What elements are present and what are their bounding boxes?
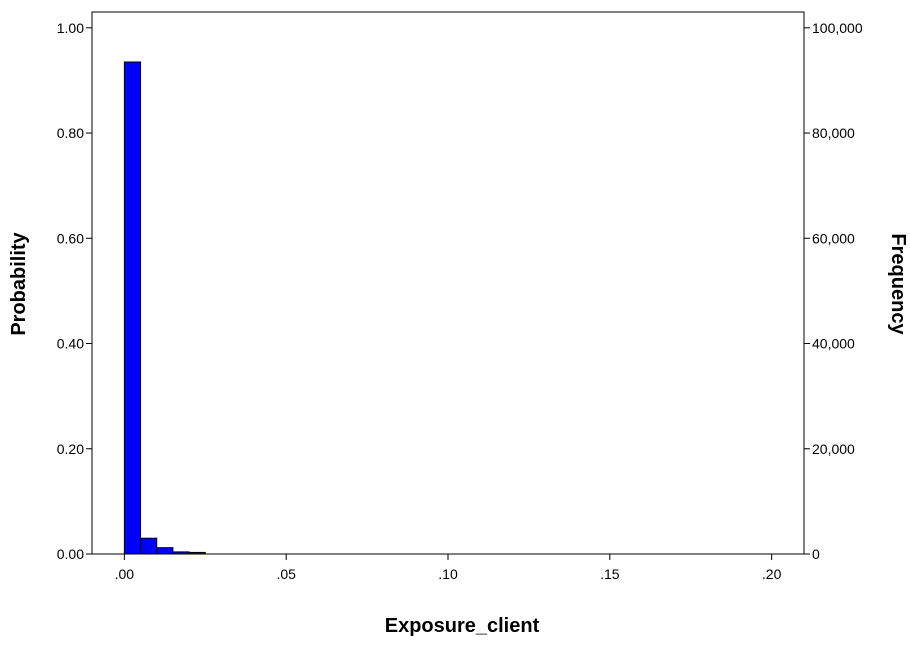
right-axis-tick-label-4: 80,000: [812, 125, 855, 141]
left-axis-tick-label-2: 0.40: [57, 336, 84, 352]
left-axis-tick-label-3: 0.60: [57, 230, 84, 246]
x-axis-tick-label-2: .10: [438, 566, 458, 582]
left-axis-tick-label-0: 0.00: [57, 546, 84, 562]
x-axis-label: Exposure_client: [385, 615, 540, 637]
right-axis-tick-label-5: 100,000: [812, 20, 863, 36]
x-axis-tick-label-4: .20: [762, 566, 782, 582]
histogram-bar-3: [172, 551, 190, 555]
x-axis-tick-label-3: .15: [600, 566, 620, 582]
histogram-bar-4: [188, 551, 206, 555]
right-axis-tick-label-2: 40,000: [812, 336, 855, 352]
right-axis-tick-label-3: 60,000: [812, 230, 855, 246]
left-axis-label: Probability: [8, 231, 30, 335]
left-axis-tick-label-5: 1.00: [57, 20, 84, 36]
x-axis-tick-label-0: .00: [115, 566, 135, 582]
plot-area: [91, 11, 805, 555]
right-axis: 0 20,000 40,000 60,000 80,000 100,000: [804, 20, 863, 562]
bottom-axis: .00 .05 .10 .15 .20: [115, 554, 782, 582]
left-axis-tick-label-4: 0.80: [57, 125, 84, 141]
histogram-bar-1: [140, 537, 158, 555]
left-axis-tick-label-1: 0.20: [57, 441, 84, 457]
histogram-bar-0: [123, 61, 142, 555]
histogram-bars: [123, 61, 206, 555]
right-axis-tick-label-0: 0: [812, 546, 820, 562]
left-axis: 0.00 0.20 0.40 0.60 0.80 1.00: [57, 20, 92, 562]
x-axis-tick-label-1: .05: [276, 566, 296, 582]
histogram-bar-2: [156, 547, 174, 555]
right-axis-label: Frequency: [887, 233, 909, 335]
plot-frame: [91, 11, 805, 555]
right-axis-tick-label-1: 20,000: [812, 441, 855, 457]
